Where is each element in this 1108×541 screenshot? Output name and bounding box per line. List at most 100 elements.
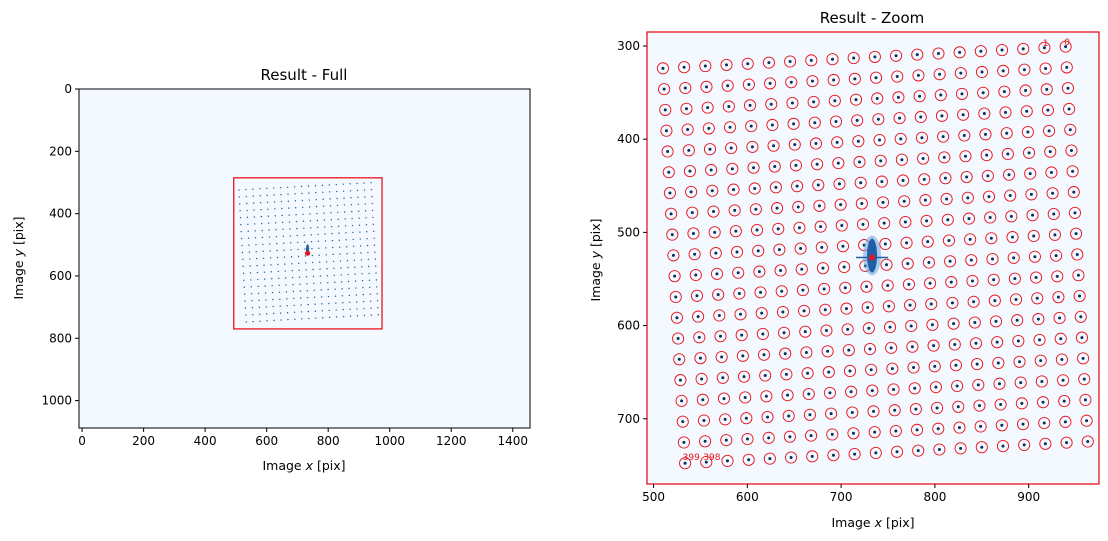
zoom-spot [940, 114, 944, 118]
full-spot [238, 189, 240, 191]
full-spot [345, 239, 348, 241]
zoom-spot [855, 118, 859, 122]
full-spot [303, 227, 305, 229]
zoom-spot-ring [928, 360, 941, 373]
zoom-spot [707, 126, 711, 130]
full-spot [308, 206, 311, 208]
zoom-spot-ring [920, 214, 933, 227]
zoom-spot [721, 376, 725, 380]
zoom-spot-ring [822, 366, 835, 379]
zoom-spot-ring [840, 302, 853, 315]
full-x-tick-label: 1000 [374, 434, 405, 448]
zoom-spot-ring [773, 243, 786, 256]
zoom-spot-ring [712, 288, 725, 301]
full-spot [308, 199, 310, 201]
zoom-spot-ring [723, 121, 737, 134]
full-spot [262, 243, 264, 246]
zoom-spot-ring [993, 377, 1006, 390]
zoom-spot [740, 333, 744, 337]
zoom-spot-ring [679, 457, 692, 470]
zoom-spot-ring [768, 160, 781, 173]
zoom-spot [666, 149, 670, 153]
zoom-spot [946, 218, 950, 222]
zoom-spot [1008, 194, 1012, 198]
zoom-spot [915, 428, 919, 432]
zoom-spot [903, 220, 907, 224]
zoom-spot-ring [674, 374, 687, 387]
zoom-spot-ring [681, 123, 694, 136]
zoom-spot-ring [729, 225, 742, 238]
zoom-spot-ring [686, 206, 699, 219]
zoom-spot [667, 170, 671, 174]
full-spot [328, 316, 331, 319]
full-spot [360, 252, 362, 254]
full-x-tick-label: 400 [194, 434, 217, 448]
full-spot [353, 259, 356, 261]
full-image-panel: Result - Full 0 200 400 600 800 1000 1200 1400 … [11, 66, 531, 473]
full-spot [246, 216, 249, 219]
zoom-spot [715, 272, 719, 276]
zoom-spot [1015, 318, 1019, 322]
zoom-spot-ring [977, 86, 990, 99]
full-spot [247, 230, 249, 232]
zoom-spot-ring [785, 76, 798, 89]
zoom-spot [730, 167, 734, 171]
full-spot [331, 232, 333, 235]
zoom-spot-ring [839, 281, 852, 294]
full-spot [266, 201, 269, 204]
zoom-spot-ring [996, 440, 1010, 453]
full-spot [291, 269, 293, 272]
full-spot [328, 184, 331, 186]
zoom-spot-ring [853, 155, 866, 169]
zoom-spot [661, 66, 665, 70]
full-spot [250, 293, 253, 295]
zoom-spot-ring [668, 270, 681, 283]
zoom-spot-ring [1031, 292, 1044, 305]
zoom-spot-ring [868, 50, 881, 63]
full-center-marker [304, 250, 311, 256]
zoom-spot-ring [789, 159, 802, 172]
full-spot [265, 299, 267, 301]
zoom-spot [783, 352, 787, 356]
full-spot [266, 194, 268, 197]
full-spot [340, 274, 342, 276]
zoom-region-border [646, 31, 1100, 485]
zoom-spot [743, 395, 747, 399]
zoom-spot [676, 337, 680, 341]
zoom-spot [991, 257, 994, 261]
zoom-spot [835, 140, 839, 144]
full-spot [376, 293, 378, 295]
full-spot [315, 317, 317, 319]
zoom-spot-ring [778, 326, 791, 339]
zoom-spot-ring [848, 72, 861, 85]
zoom-spot [826, 349, 830, 353]
full-spot [281, 221, 284, 224]
zoom-spot-ring [760, 390, 773, 403]
full-spot [256, 257, 258, 260]
zoom-spot [756, 249, 760, 253]
zoom-spot [962, 133, 966, 137]
zoom-spot-ring [692, 310, 705, 323]
full-spot [355, 294, 358, 296]
zoom-spot [921, 157, 925, 161]
zoom-spot [874, 76, 878, 80]
zoom-spot-ring [912, 69, 925, 82]
zoom-spot-ring [906, 340, 919, 353]
full-spot [242, 265, 244, 268]
full-spot [245, 314, 247, 316]
zoom-spot [759, 290, 763, 294]
zoom-spot [1014, 297, 1018, 301]
full-spot [274, 222, 277, 224]
zoom-spot [942, 155, 946, 159]
zoom-spot-ring [885, 341, 898, 354]
zoom-spot-ring [875, 175, 888, 188]
zoom-spot [916, 73, 920, 77]
full-spot [356, 301, 358, 303]
zoom-spot-ring [876, 196, 890, 209]
zoom-spot [896, 95, 900, 99]
full-spot [286, 312, 289, 314]
zoom-spot [668, 191, 672, 195]
zoom-spot-ring [680, 102, 693, 115]
zoom-spot [988, 215, 992, 219]
zoom-spot [1005, 131, 1009, 135]
